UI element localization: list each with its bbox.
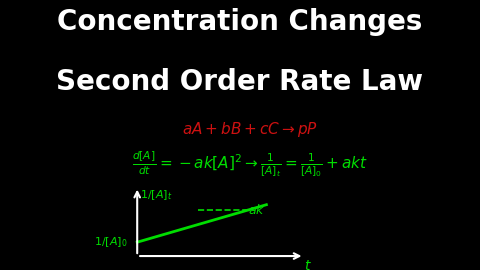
Text: $1/[A]_0$: $1/[A]_0$ — [95, 235, 128, 249]
Text: $ak$: $ak$ — [248, 203, 265, 217]
Text: $aA + bB + cC \rightarrow pP$: $aA + bB + cC \rightarrow pP$ — [181, 120, 318, 139]
Text: Concentration Changes: Concentration Changes — [57, 8, 423, 36]
Text: $1/[A]_t$: $1/[A]_t$ — [140, 188, 173, 202]
Text: $t$: $t$ — [303, 259, 312, 270]
Text: Second Order Rate Law: Second Order Rate Law — [57, 68, 423, 96]
Text: $\frac{d[A]}{dt} = -ak[A]^2 \rightarrow \frac{1}{[A]_t} = \frac{1}{[A]_0} + akt$: $\frac{d[A]}{dt} = -ak[A]^2 \rightarrow … — [132, 150, 368, 179]
